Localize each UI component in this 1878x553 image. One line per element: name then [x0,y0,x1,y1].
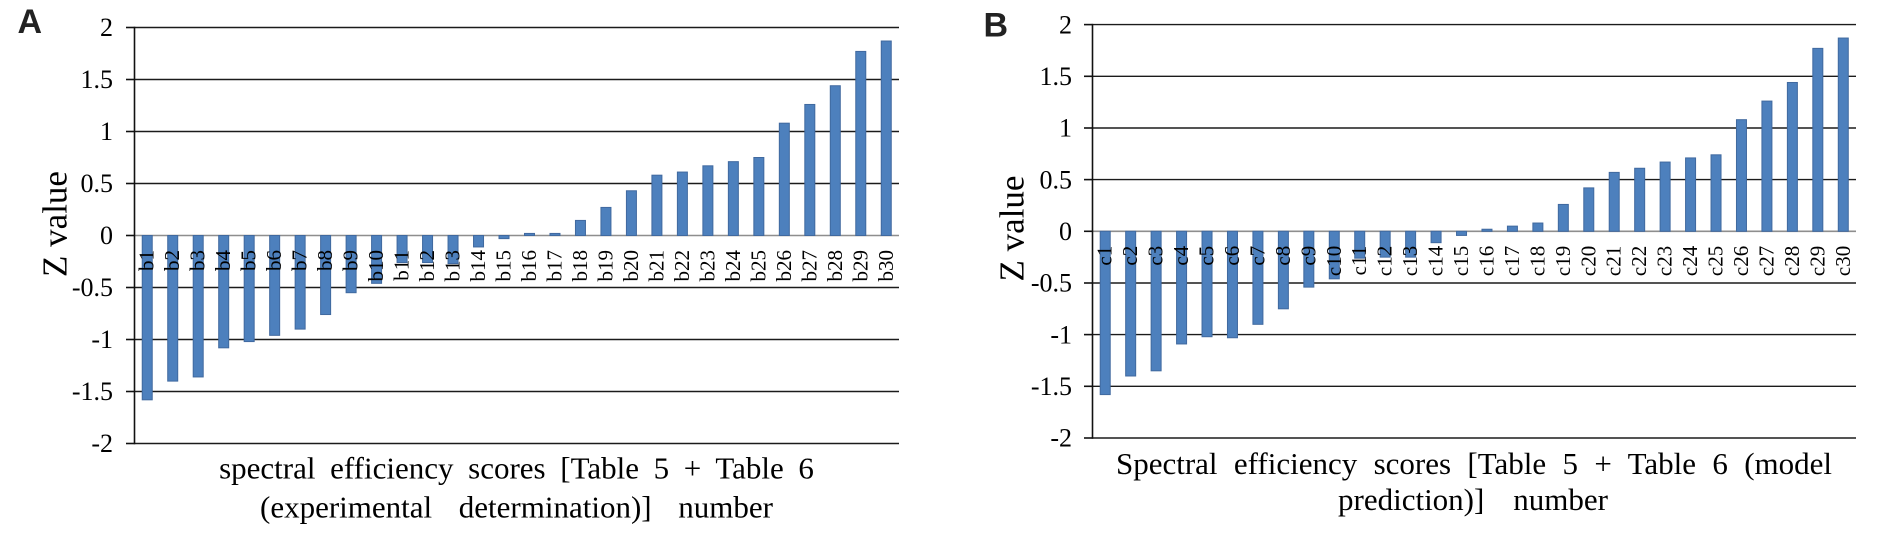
svg-text:b5: b5 [237,250,261,271]
svg-text:0.5: 0.5 [81,169,114,198]
svg-text:c18: c18 [1525,246,1549,276]
svg-text:b11: b11 [390,250,414,281]
svg-text:b4: b4 [211,250,235,272]
svg-text:c19: c19 [1551,246,1575,276]
svg-text:c14: c14 [1424,245,1448,276]
svg-text:-2: -2 [1050,424,1072,453]
svg-text:c23: c23 [1653,246,1677,276]
svg-text:c9: c9 [1296,246,1320,266]
svg-text:c11: c11 [1347,246,1371,276]
svg-text:2: 2 [100,13,113,42]
svg-text:b22: b22 [670,250,694,282]
svg-text:c6: c6 [1220,246,1244,266]
svg-text:c28: c28 [1780,246,1804,276]
svg-text:b28: b28 [823,250,847,282]
svg-text:c17: c17 [1500,246,1524,276]
svg-text:b23: b23 [695,250,719,282]
svg-text:B: B [984,7,1009,45]
svg-text:c24: c24 [1678,245,1702,276]
svg-text:b15: b15 [492,250,516,282]
svg-text:b20: b20 [619,250,643,282]
svg-text:b29: b29 [848,250,872,282]
svg-text:b24: b24 [721,250,745,282]
svg-text:1: 1 [100,117,113,146]
svg-text:b30: b30 [874,250,898,282]
svg-text:-0.5: -0.5 [72,273,113,302]
svg-text:b7: b7 [288,250,312,271]
svg-text:b9: b9 [339,250,363,271]
svg-text:b17: b17 [542,250,566,282]
svg-text:1.5: 1.5 [81,65,114,94]
svg-text:c22: c22 [1627,246,1651,276]
svg-text:b8: b8 [313,250,337,271]
svg-text:c5: c5 [1195,246,1219,266]
svg-text:c29: c29 [1805,246,1829,276]
svg-text:b3: b3 [186,250,210,271]
svg-text:b25: b25 [746,250,770,282]
svg-text:prediction)] number: prediction)] number [1338,482,1609,517]
svg-text:c8: c8 [1271,246,1295,266]
svg-text:c20: c20 [1576,246,1600,276]
svg-text:c25: c25 [1704,246,1728,276]
svg-text:b10: b10 [364,250,388,282]
svg-text:-1.5: -1.5 [72,377,113,406]
svg-text:c1: c1 [1093,246,1117,266]
svg-text:b2: b2 [160,250,184,271]
svg-text:b14: b14 [466,250,490,282]
svg-text:-1: -1 [91,325,113,354]
svg-text:b1: b1 [135,250,159,271]
svg-text:A: A [18,3,43,41]
svg-text:b27: b27 [797,250,821,282]
svg-text:c4: c4 [1169,245,1193,265]
svg-text:0: 0 [100,221,113,250]
svg-text:-1.5: -1.5 [1031,372,1072,401]
svg-text:spectral efficiency scores [Ta: spectral efficiency scores [Table 5 + Ta… [219,451,814,486]
svg-text:c15: c15 [1449,246,1473,276]
svg-text:1: 1 [1059,114,1072,143]
svg-text:c13: c13 [1398,246,1422,276]
svg-text:Spectral efficiency scores [Ta: Spectral efficiency scores [Table 5 + Ta… [1116,446,1832,481]
svg-text:Z value: Z value [993,176,1032,282]
svg-text:c30: c30 [1831,246,1855,276]
svg-text:c10: c10 [1322,246,1346,276]
svg-text:-1: -1 [1050,320,1072,349]
svg-text:b13: b13 [441,250,465,282]
svg-text:(experimental determination)]: (experimental determination)] number [260,490,774,525]
svg-text:b6: b6 [262,250,286,271]
svg-text:-0.5: -0.5 [1031,269,1072,298]
svg-text:b21: b21 [644,250,668,282]
svg-text:c26: c26 [1729,246,1753,276]
svg-text:c2: c2 [1118,246,1142,266]
svg-text:1.5: 1.5 [1040,62,1073,91]
svg-text:c21: c21 [1602,246,1626,276]
svg-text:Z value: Z value [36,171,75,277]
svg-text:b12: b12 [415,250,439,282]
svg-text:0.5: 0.5 [1040,165,1073,194]
svg-text:c16: c16 [1474,246,1498,276]
svg-text:c7: c7 [1245,246,1269,266]
svg-text:c3: c3 [1144,246,1168,266]
svg-text:2: 2 [1059,10,1072,39]
svg-text:b16: b16 [517,250,541,282]
svg-text:c27: c27 [1754,246,1778,276]
svg-text:b19: b19 [593,250,617,282]
svg-text:0: 0 [1059,217,1072,246]
svg-text:b18: b18 [568,250,592,282]
svg-text:-2: -2 [91,429,113,458]
svg-text:b26: b26 [772,250,796,282]
svg-text:c12: c12 [1373,246,1397,276]
